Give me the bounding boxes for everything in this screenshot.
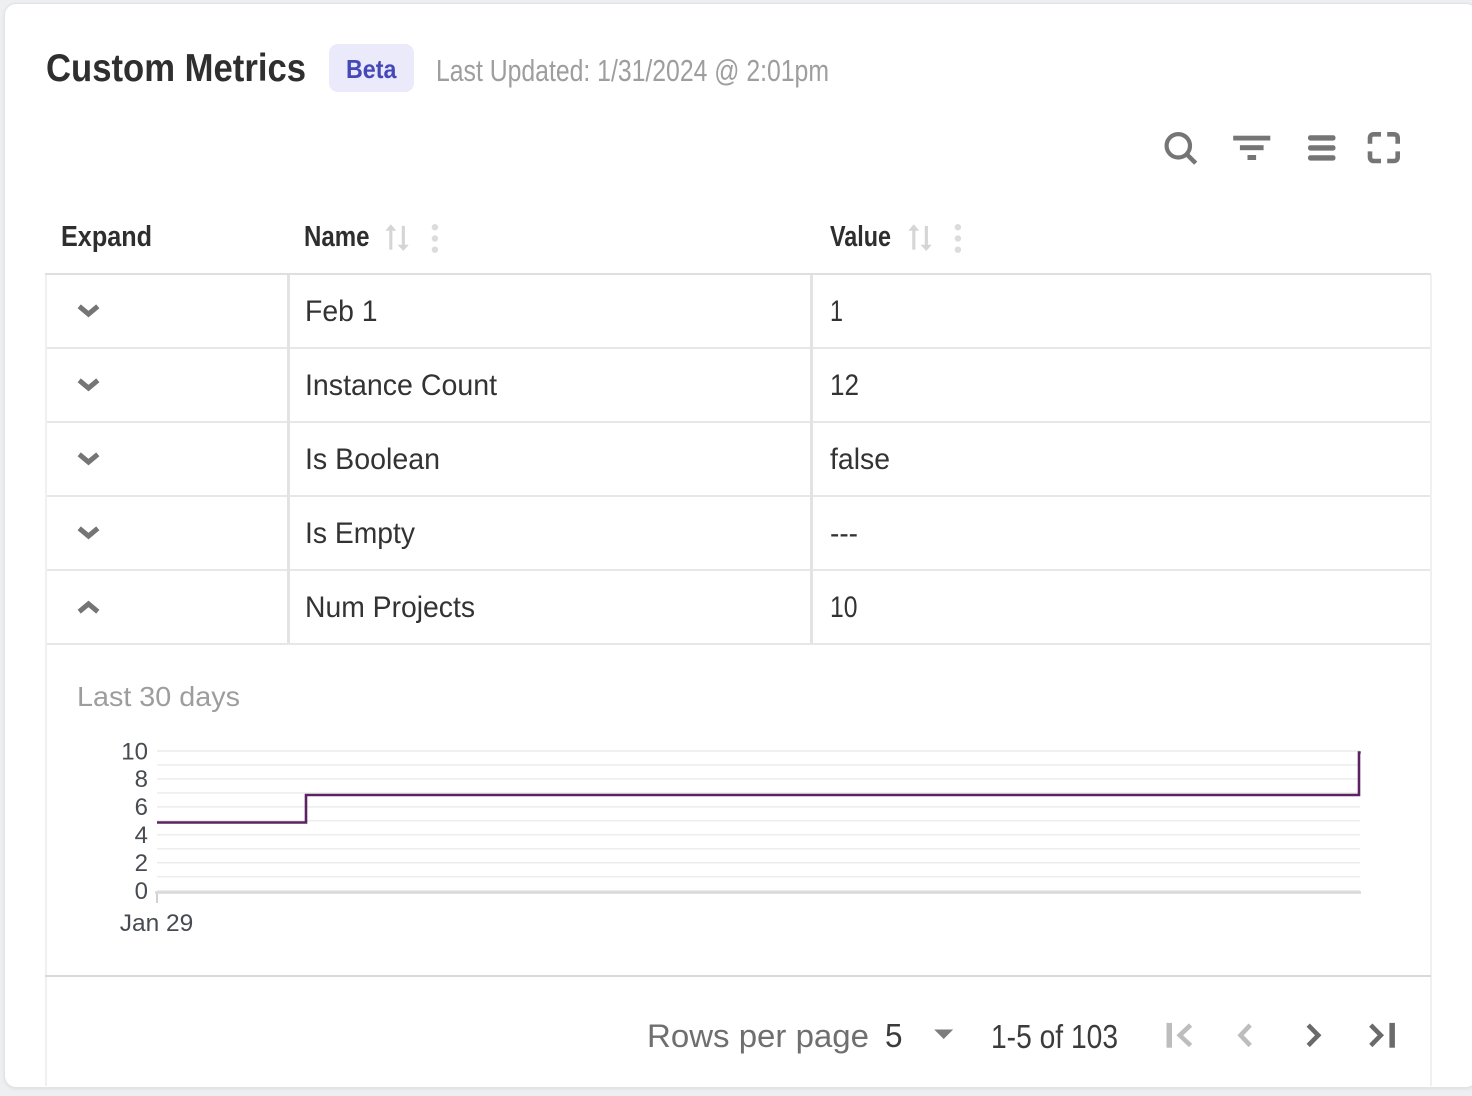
svg-text:8: 8 xyxy=(135,766,148,793)
svg-text:10: 10 xyxy=(121,738,148,765)
svg-text:0: 0 xyxy=(135,878,148,905)
svg-text:2: 2 xyxy=(135,850,148,877)
svg-text:6: 6 xyxy=(135,794,148,821)
svg-text:4: 4 xyxy=(135,822,148,849)
svg-text:Jan 29: Jan 29 xyxy=(120,910,194,937)
